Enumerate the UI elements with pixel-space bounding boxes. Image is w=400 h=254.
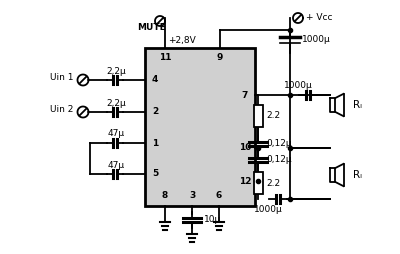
Text: 1000μ: 1000μ xyxy=(284,82,312,90)
Text: 11: 11 xyxy=(159,54,171,62)
Text: 2,2μ: 2,2μ xyxy=(106,67,126,75)
Text: + Vcc: + Vcc xyxy=(306,13,332,23)
Text: 10μ: 10μ xyxy=(204,215,221,225)
Bar xyxy=(254,105,262,127)
Text: 1: 1 xyxy=(152,138,158,148)
Text: 1000μ: 1000μ xyxy=(254,204,282,214)
Text: Rₗ: Rₗ xyxy=(353,170,362,180)
Text: Rₗ: Rₗ xyxy=(353,100,362,110)
Text: 4: 4 xyxy=(152,75,158,85)
Text: 2.2: 2.2 xyxy=(266,112,280,120)
Text: 47μ: 47μ xyxy=(108,130,124,138)
Text: +2,8V: +2,8V xyxy=(168,36,196,44)
Text: 12: 12 xyxy=(239,177,251,185)
Text: 2.2: 2.2 xyxy=(266,179,280,187)
Text: 6: 6 xyxy=(216,192,222,200)
Text: MUTE: MUTE xyxy=(137,24,166,33)
Text: 2,2μ: 2,2μ xyxy=(106,99,126,107)
Text: 5: 5 xyxy=(152,169,158,179)
Text: 10: 10 xyxy=(239,144,251,152)
Text: 9: 9 xyxy=(217,54,223,62)
Text: 47μ: 47μ xyxy=(108,161,124,169)
Text: Uin 1: Uin 1 xyxy=(50,73,74,83)
Text: 1000μ: 1000μ xyxy=(302,36,331,44)
Text: 2: 2 xyxy=(152,107,158,117)
Text: Uin 2: Uin 2 xyxy=(50,105,73,115)
Text: 0,12μ: 0,12μ xyxy=(266,139,292,149)
Text: 7: 7 xyxy=(242,90,248,100)
Text: 8: 8 xyxy=(162,192,168,200)
Text: 3: 3 xyxy=(189,192,195,200)
Text: 0,12μ: 0,12μ xyxy=(266,155,292,165)
Bar xyxy=(254,172,262,194)
Bar xyxy=(145,48,255,206)
